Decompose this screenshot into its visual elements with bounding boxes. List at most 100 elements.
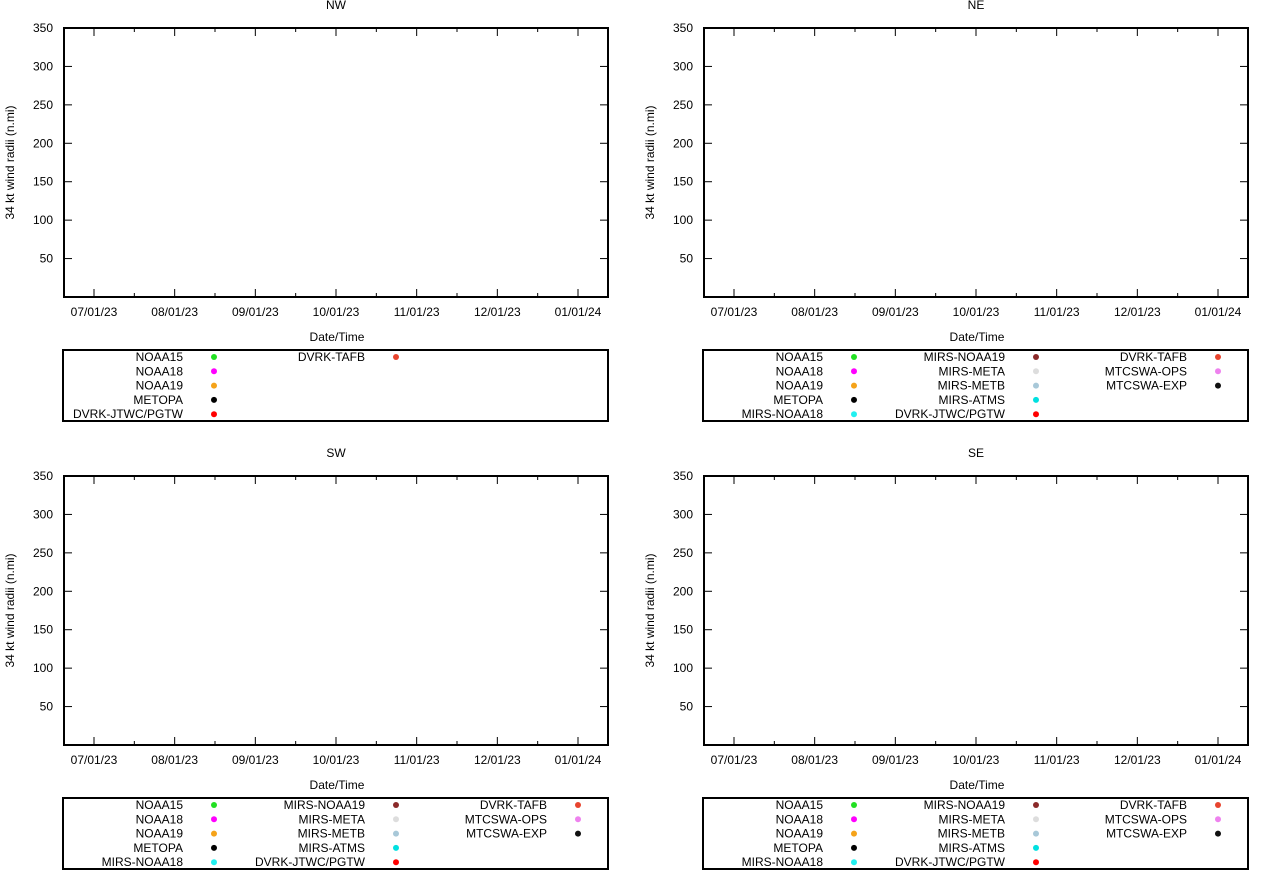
chart-nw-ytick-label: 200 bbox=[33, 136, 53, 150]
chart-nw-xtick-label: 01/01/24 bbox=[555, 305, 602, 319]
chart-se-legend-label: MIRS-NOAA19 bbox=[924, 798, 1006, 812]
chart-se-legend-marker bbox=[1215, 816, 1221, 823]
chart-sw-xtick-label: 12/01/23 bbox=[474, 753, 521, 767]
chart-se-legend-label: DVRK-TAFB bbox=[1120, 798, 1187, 812]
chart-sw-legend-marker bbox=[393, 859, 399, 866]
chart-nw-xtick-label: 08/01/23 bbox=[151, 305, 198, 319]
chart-sw-legend-label: MTCSWA-EXP bbox=[466, 827, 547, 841]
chart-nw-legend-label: DVRK-JTWC/PGTW bbox=[73, 407, 184, 421]
chart-nw-ytick-label: 250 bbox=[33, 98, 53, 112]
chart-se-legend-marker bbox=[1033, 802, 1039, 808]
chart-sw-ytick-label: 100 bbox=[33, 661, 53, 675]
chart-se-title: SE bbox=[968, 446, 984, 460]
chart-sw-xtick-label: 08/01/23 bbox=[151, 753, 198, 767]
chart-sw-title: SW bbox=[326, 446, 346, 460]
chart-nw-legend-label: DVRK-TAFB bbox=[298, 350, 365, 364]
chart-ne-ytick-label: 350 bbox=[673, 21, 693, 35]
chart-sw-legend-label: NOAA18 bbox=[136, 812, 184, 826]
chart-nw: NW 50 100 150 200 250 300 350 07/01/23 08/01/23 09… bbox=[3, 0, 609, 422]
chart-ne-legend-label: MIRS-NOAA18 bbox=[742, 407, 824, 421]
chart-ne-legend-marker bbox=[1215, 368, 1221, 375]
chart-se-plot-frame bbox=[703, 475, 1249, 746]
chart-sw-legend-label: MIRS-NOAA19 bbox=[284, 798, 366, 812]
chart-se-ytick-label: 350 bbox=[673, 469, 693, 483]
chart-sw-xlabel: Date/Time bbox=[310, 778, 365, 792]
chart-ne-xtick-label: 12/01/23 bbox=[1114, 305, 1161, 319]
chart-se-legend-marker bbox=[1033, 816, 1039, 823]
chart-ne-ytick-label: 50 bbox=[680, 252, 694, 266]
chart-ne-legend-label: MTCSWA-EXP bbox=[1106, 379, 1187, 393]
chart-ne-xtick-label: 10/01/23 bbox=[953, 305, 1000, 319]
chart-ne-legend-marker bbox=[1033, 396, 1039, 403]
chart-se-legend-label: MIRS-META bbox=[939, 812, 1005, 826]
chart-nw-legend-box bbox=[62, 349, 609, 422]
chart-ne-legend-label: DVRK-TAFB bbox=[1120, 350, 1187, 364]
chart-sw-xtick-label: 10/01/23 bbox=[313, 753, 360, 767]
chart-ne-title: NE bbox=[968, 0, 985, 12]
chart-se-legend-marker bbox=[1033, 859, 1039, 866]
chart-se-xtick-label: 10/01/23 bbox=[953, 753, 1000, 767]
chart-sw-legend-marker bbox=[211, 802, 217, 808]
chart-nw-title: NW bbox=[326, 0, 347, 12]
chart-se-legend-marker bbox=[851, 830, 857, 837]
chart-ne-legend-marker bbox=[1215, 354, 1221, 360]
chart-nw-ylabel: 34 kt wind radii (n.mi) bbox=[3, 105, 17, 219]
chart-nw-xtick-label: 11/01/23 bbox=[394, 305, 440, 319]
chart-sw-legend-marker bbox=[575, 802, 581, 808]
chart-se-legend-marker bbox=[851, 816, 857, 823]
chart-se-xtick-label: 09/01/23 bbox=[872, 753, 919, 767]
chart-ne-legend-marker bbox=[1033, 354, 1039, 360]
chart-ne-ytick-label: 150 bbox=[673, 175, 693, 189]
chart-se-legend-label: MTCSWA-EXP bbox=[1106, 827, 1187, 841]
chart-sw-legend-marker bbox=[211, 844, 217, 851]
chart-ne-legend-marker bbox=[851, 382, 857, 389]
chart-ne-legend-label: MTCSWA-OPS bbox=[1105, 364, 1187, 378]
chart-sw-xtick-label: 09/01/23 bbox=[232, 753, 279, 767]
chart-ne: NE 50 100 150 200 250 300 350 07/01/23 08/01/23 09… bbox=[643, 0, 1249, 422]
chart-ne-xlabel: Date/Time bbox=[950, 330, 1005, 344]
chart-se-xtick-label: 07/01/23 bbox=[711, 753, 758, 767]
chart-se-xtick-label: 11/01/23 bbox=[1034, 753, 1080, 767]
chart-se-legend-label: MTCSWA-OPS bbox=[1105, 812, 1187, 826]
chart-nw-plot-frame bbox=[63, 27, 609, 298]
chart-ne-ylabel: 34 kt wind radii (n.mi) bbox=[643, 105, 657, 219]
chart-se: SE 50 100 150 200 250 300 350 07/01/23 08/01/23 09… bbox=[643, 446, 1249, 870]
chart-se-ytick-label: 50 bbox=[680, 700, 694, 714]
chart-ne-legend-box bbox=[702, 349, 1249, 422]
chart-sw-legend-label: DVRK-JTWC/PGTW bbox=[255, 855, 366, 869]
chart-se-ytick-label: 150 bbox=[673, 623, 693, 637]
chart-sw-ytick-label: 200 bbox=[33, 584, 53, 598]
chart-nw-legend-marker bbox=[211, 368, 217, 375]
chart-sw-legend-label: MIRS-META bbox=[299, 812, 365, 826]
chart-ne-legend-marker bbox=[1033, 382, 1039, 389]
chart-sw-ytick-label: 50 bbox=[40, 700, 54, 714]
chart-nw-legend-marker bbox=[211, 396, 217, 403]
chart-ne-legend-marker bbox=[851, 396, 857, 403]
chart-sw-xtick-label: 01/01/24 bbox=[555, 753, 602, 767]
chart-ne-legend-marker bbox=[851, 368, 857, 375]
chart-se-legend-label: NOAA19 bbox=[776, 827, 824, 841]
chart-nw-ytick-label: 100 bbox=[33, 213, 53, 227]
chart-se-legend-marker bbox=[1215, 830, 1221, 837]
chart-ne-xtick-label: 09/01/23 bbox=[872, 305, 919, 319]
chart-sw-legend-box bbox=[62, 797, 609, 870]
chart-sw-legend-label: MIRS-ATMS bbox=[299, 841, 365, 855]
chart-sw: SW 50 100 150 200 250 300 350 07/01/23 08/01/23 09… bbox=[3, 446, 609, 870]
chart-se-legend-marker bbox=[1215, 802, 1221, 808]
chart-ne-legend-marker bbox=[851, 354, 857, 360]
chart-nw-ytick-label: 50 bbox=[40, 252, 54, 266]
chart-sw-legend-label: MIRS-METB bbox=[298, 827, 365, 841]
chart-sw-legend-marker bbox=[393, 802, 399, 808]
chart-sw-legend-marker bbox=[393, 844, 399, 851]
chart-nw-legend-label: NOAA19 bbox=[136, 379, 184, 393]
chart-se-xtick-label: 12/01/23 bbox=[1114, 753, 1161, 767]
chart-se-ytick-label: 200 bbox=[673, 584, 693, 598]
chart-nw-xtick-label: 09/01/23 bbox=[232, 305, 279, 319]
chart-se-xlabel: Date/Time bbox=[950, 778, 1005, 792]
chart-sw-legend-label: METOPA bbox=[133, 841, 183, 855]
chart-nw-legend-marker bbox=[393, 354, 399, 360]
chart-ne-legend-label: MIRS-ATMS bbox=[939, 393, 1005, 407]
chart-ne-xtick-label: 11/01/23 bbox=[1034, 305, 1080, 319]
